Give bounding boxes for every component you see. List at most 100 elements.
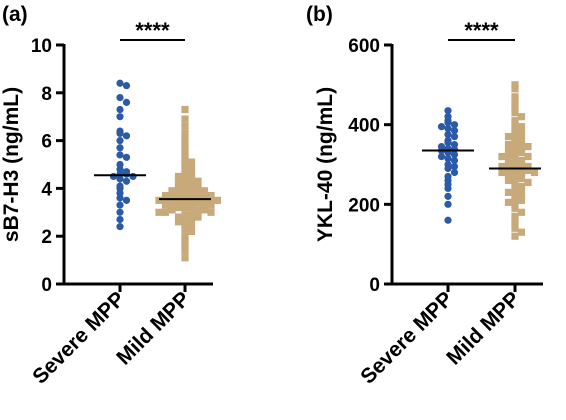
- data-point-severe: [129, 172, 137, 181]
- data-point-mild: [181, 180, 189, 188]
- data-point-mild: [511, 174, 519, 183]
- data-point-mild: [504, 198, 513, 206]
- data-point-mild: [174, 218, 183, 226]
- data-point-severe: [444, 164, 452, 173]
- data-point-mild: [511, 158, 519, 167]
- y-axis-title: YKL-40 (ng/mL): [314, 87, 337, 242]
- data-point-mild: [181, 165, 189, 173]
- data-point-mild: [181, 189, 189, 197]
- data-point-mild: [511, 194, 519, 202]
- data-point-severe: [450, 121, 459, 129]
- data-point-severe: [122, 177, 131, 185]
- data-point-mild: [181, 105, 189, 114]
- data-point-mild: [530, 168, 539, 177]
- data-point-mild: [174, 194, 183, 202]
- data-point-mild: [181, 160, 189, 169]
- data-point-mild: [517, 186, 526, 194]
- data-point-mild: [181, 203, 189, 212]
- data-point-mild: [511, 220, 519, 228]
- data-point-mild: [181, 184, 189, 192]
- data-point-mild: [517, 174, 526, 183]
- data-point-mild: [207, 196, 215, 204]
- data-point-severe: [450, 156, 459, 165]
- data-point-mild: [181, 151, 189, 159]
- data-point-mild: [511, 129, 519, 137]
- data-point-mild: [504, 160, 513, 169]
- y-tick-label: 400: [348, 116, 380, 137]
- data-point-mild: [511, 105, 519, 113]
- data-point-mild: [181, 146, 189, 154]
- y-tick-label: 0: [369, 275, 380, 296]
- data-point-severe: [116, 215, 124, 224]
- data-point-mild: [194, 199, 202, 207]
- data-point-mild: [207, 201, 215, 209]
- data-point-mild: [200, 187, 209, 195]
- data-point-severe: [122, 82, 131, 90]
- significance-stars: ****: [464, 18, 499, 43]
- data-point-mild: [181, 215, 189, 224]
- data-point-severe: [444, 107, 452, 115]
- data-point-mild: [213, 196, 222, 204]
- data-point-mild: [504, 176, 513, 185]
- data-point-mild: [511, 85, 519, 93]
- data-point-mild: [511, 138, 519, 147]
- data-point-mild: [511, 144, 519, 153]
- data-point-mild: [511, 135, 519, 143]
- data-point-mild: [200, 201, 209, 209]
- data-point-mild: [187, 163, 196, 171]
- data-point-mild: [181, 175, 189, 183]
- data-point-mild: [187, 180, 196, 188]
- data-point-mild: [168, 194, 176, 202]
- data-point-severe: [444, 131, 452, 139]
- data-point-mild: [155, 208, 163, 216]
- y-tick-label: 6: [41, 132, 52, 153]
- data-point-mild: [517, 127, 526, 135]
- data-point-mild: [511, 224, 519, 232]
- data-point-mild: [498, 162, 506, 171]
- data-point-mild: [174, 199, 183, 207]
- data-point-mild: [524, 152, 532, 161]
- data-point-mild: [181, 232, 189, 240]
- data-point-mild: [511, 200, 519, 208]
- data-point-mild: [524, 178, 532, 187]
- data-point-mild: [181, 122, 189, 130]
- data-point-mild: [174, 172, 183, 181]
- data-point-mild: [511, 190, 519, 198]
- data-point-severe: [444, 216, 452, 224]
- data-point-mild: [161, 208, 170, 216]
- data-point-severe: [122, 196, 131, 204]
- data-point-severe: [122, 132, 131, 140]
- data-point-mild: [181, 246, 189, 255]
- data-point-severe: [450, 127, 459, 135]
- data-point-severe: [122, 153, 131, 161]
- data-point-severe: [116, 223, 124, 231]
- data-point-mild: [161, 191, 170, 200]
- data-point-mild: [511, 81, 519, 89]
- data-point-mild: [504, 133, 513, 141]
- data-point-mild: [207, 191, 215, 200]
- data-point-mild: [524, 166, 532, 175]
- data-point-mild: [168, 201, 176, 209]
- data-point-severe: [116, 208, 124, 216]
- chart-panel-b: (b) YKL-40 (ng/mL) 0 200 400 600 Severe MPPMil…: [306, 3, 543, 389]
- data-point-severe: [116, 79, 124, 87]
- data-point-severe: [444, 192, 452, 200]
- data-point-mild: [161, 201, 170, 209]
- panel-label: (a): [2, 3, 28, 26]
- data-point-mild: [517, 182, 526, 191]
- data-point-mild: [511, 99, 519, 107]
- data-point-mild: [181, 237, 189, 245]
- data-point-mild: [174, 213, 183, 221]
- data-point-mild: [181, 254, 189, 262]
- data-point-mild: [181, 199, 189, 207]
- data-point-mild: [504, 172, 513, 181]
- data-point-mild: [517, 160, 526, 169]
- data-point-mild: [517, 192, 526, 200]
- significance-stars: ****: [135, 18, 170, 43]
- data-point-mild: [174, 184, 183, 192]
- data-point-mild: [181, 220, 189, 228]
- data-point-mild: [524, 142, 532, 151]
- data-point-mild: [498, 152, 506, 161]
- data-point-severe: [444, 125, 452, 133]
